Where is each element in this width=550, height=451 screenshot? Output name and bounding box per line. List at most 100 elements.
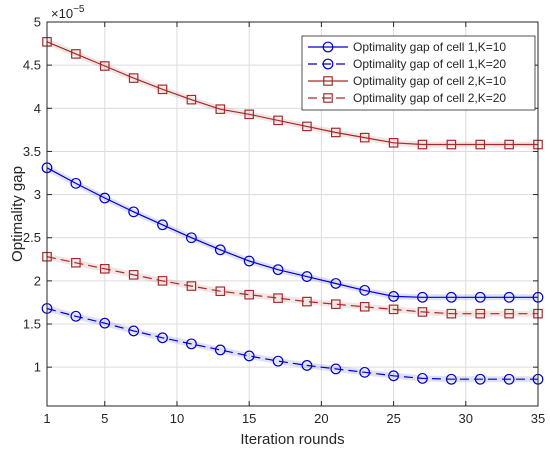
x-tick-label: 20 (314, 411, 328, 426)
data-point (330, 278, 342, 289)
x-axis-label: Iteration rounds (240, 431, 344, 448)
data-point (445, 373, 457, 385)
data-point (71, 257, 81, 268)
data-point (215, 104, 226, 114)
data-point (244, 289, 254, 300)
data-point (474, 291, 486, 303)
data-point (331, 299, 341, 309)
data-point (215, 286, 226, 297)
data-point (71, 49, 81, 59)
legend-item: Optimality gap of cell 1,K=10 (308, 40, 506, 54)
data-point (504, 308, 514, 319)
data-point (128, 325, 140, 337)
data-point (70, 177, 82, 189)
y-tick-label: 1.5 (23, 317, 41, 332)
data-point (186, 232, 197, 244)
x-tick-label: 35 (531, 411, 545, 426)
data-point (446, 308, 457, 319)
legend-label: Optimality gap of cell 1,K=20 (353, 57, 506, 71)
y-tick-label: 2.5 (23, 230, 41, 245)
data-point (301, 271, 313, 282)
data-point (388, 370, 399, 382)
series-2 (41, 303, 544, 385)
data-point (388, 304, 399, 315)
y-tick-label: 3.5 (23, 144, 41, 159)
x-tick-label: 15 (242, 411, 256, 426)
data-point (504, 139, 514, 150)
data-point (186, 281, 197, 291)
data-point (273, 115, 283, 126)
x-tick-label: 10 (170, 411, 184, 426)
legend-label: Optimality gap of cell 2,K=10 (353, 74, 506, 88)
series-line (46, 256, 538, 315)
data-point (244, 109, 254, 120)
data-point (157, 84, 168, 95)
data-point (273, 293, 283, 303)
y-tick-label: 2 (34, 273, 41, 288)
data-point (474, 373, 486, 385)
data-point (99, 192, 111, 204)
x-tick-label: 1 (43, 411, 50, 426)
data-point (359, 132, 370, 143)
legend-label: Optimality gap of cell 1,K=10 (353, 40, 506, 54)
data-point (417, 139, 428, 150)
data-point (331, 127, 341, 138)
data-point (388, 138, 399, 148)
data-point (330, 363, 342, 375)
data-point (359, 284, 371, 296)
data-point (417, 372, 428, 384)
data-point (503, 373, 515, 385)
y-tick-label: 3 (34, 187, 41, 202)
y-axis-exponent-base: ×10 (51, 6, 73, 21)
data-point (359, 301, 370, 312)
y-axis-exponent: ×10−5 (51, 4, 85, 21)
x-tick-label: 30 (459, 411, 473, 426)
legend-marker (323, 76, 333, 86)
data-point (157, 332, 168, 344)
data-point (417, 307, 428, 317)
data-point (128, 206, 140, 218)
data-point (214, 344, 226, 356)
series-line (46, 41, 538, 146)
tick-marks (46, 21, 539, 406)
y-axis-exponent-power: −5 (73, 4, 85, 15)
data-point (186, 338, 197, 350)
y-tick-label: 4.5 (23, 58, 41, 73)
legend-item: Optimality gap of cell 1,K=20 (308, 57, 506, 71)
data-point (417, 291, 428, 303)
legend-item: Optimality gap of cell 2,K=20 (308, 91, 506, 105)
data-point (99, 263, 110, 274)
y-tick-label: 5 (34, 15, 41, 30)
x-tick-label: 25 (386, 411, 400, 426)
data-point (157, 219, 168, 231)
y-tick-label: 1 (34, 360, 41, 375)
data-point (475, 308, 486, 319)
data-point (388, 291, 399, 302)
data-point (302, 121, 312, 132)
data-point (243, 350, 255, 362)
data-point (445, 291, 457, 303)
data-point (359, 366, 371, 378)
data-point (99, 317, 111, 329)
data-point (128, 270, 139, 280)
data-point (503, 291, 515, 303)
legend-item: Optimality gap of cell 2,K=10 (308, 74, 506, 88)
data-point (475, 139, 486, 150)
data-point (272, 355, 284, 367)
data-point (70, 310, 82, 322)
data-point (272, 264, 284, 276)
data-point (446, 139, 457, 150)
legend-marker (322, 58, 334, 70)
data-point (186, 94, 197, 105)
legend-marker (322, 41, 334, 53)
data-point (128, 73, 139, 83)
data-point (214, 244, 226, 256)
plot-frame (46, 21, 539, 407)
legend: Optimality gap of cell 1,K=10 Optimality … (301, 35, 536, 111)
data-point (301, 360, 313, 371)
data-point (157, 276, 168, 286)
x-tick-label: 5 (101, 411, 108, 426)
legend-marker (323, 93, 333, 103)
